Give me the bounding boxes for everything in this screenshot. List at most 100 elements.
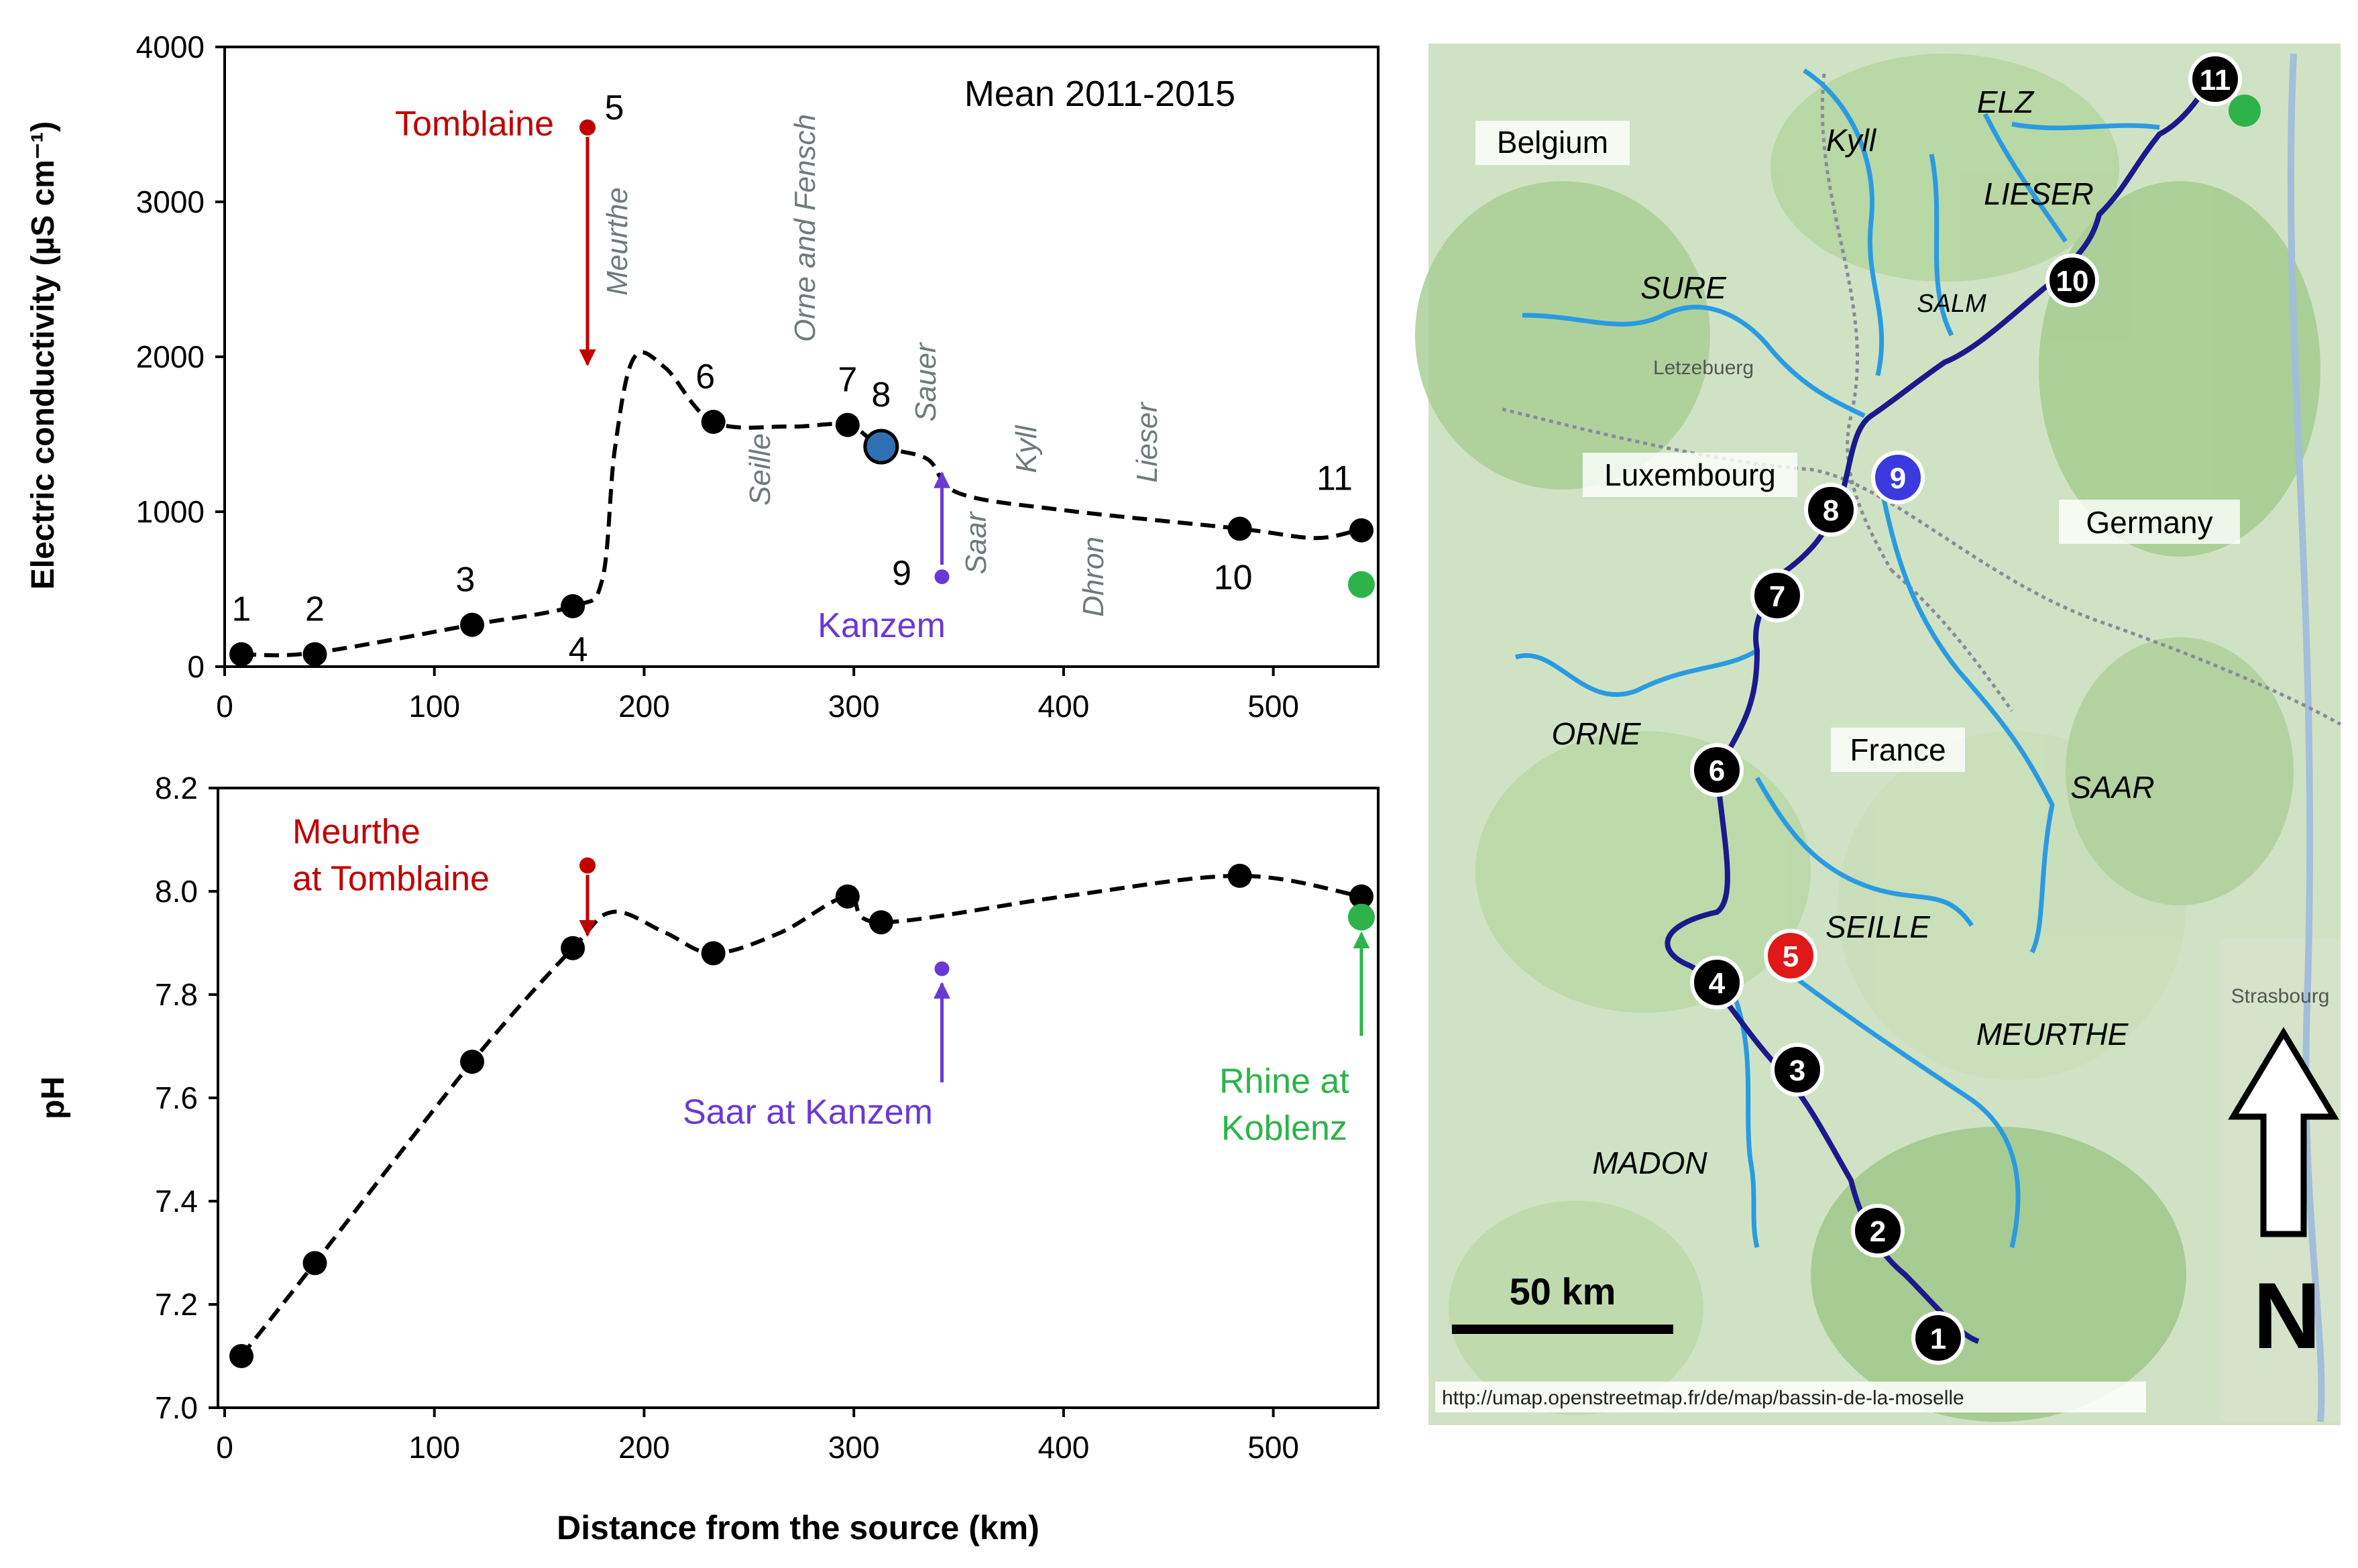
map-scale-label: 50 km	[1510, 1270, 1616, 1312]
map-station-marker	[1871, 451, 1925, 504]
map-station-marker	[1690, 743, 1744, 797]
map-north-label: N	[2253, 1263, 2320, 1368]
conductivity-point	[835, 412, 860, 437]
map-river-seille: SEILLE	[1826, 909, 1931, 944]
ph-point	[1227, 863, 1252, 888]
map-river-saar: SAAR	[2070, 770, 2154, 805]
conductivity-y-tick-label: 4000	[136, 30, 205, 64]
map-station-4: 4	[1690, 956, 1744, 1009]
map-station-label: 2	[1870, 1215, 1886, 1248]
map-river-elz: ELZ	[1977, 85, 2035, 119]
map-station-8: 8	[1804, 483, 1858, 537]
conductivity-y-tick-label: 0	[187, 649, 205, 684]
conductivity-point	[863, 429, 899, 465]
ph-x-tick-label: 500	[1247, 1430, 1299, 1465]
ph-point	[835, 884, 860, 909]
river-saar	[1875, 469, 2055, 954]
map-station-11: 11	[2188, 52, 2242, 106]
conductivity-point	[460, 612, 485, 637]
conductivity-y-axis-label: Electric conductivity (µS cm⁻¹)	[25, 121, 61, 590]
tomblaine-label: Tomblaine	[395, 105, 554, 144]
map-station-3: 3	[1771, 1043, 1824, 1097]
map-station-label: 11	[2200, 64, 2231, 97]
ph-points	[229, 863, 1373, 1368]
annotation-orne-fensch: Orne and Fensch	[789, 114, 822, 342]
ph-x-tick-label: 200	[618, 1430, 670, 1465]
tomblaine-number: 5	[605, 89, 624, 127]
conductivity-chart-title: Mean 2011-2015	[964, 74, 1235, 114]
river-sure	[1522, 304, 1866, 418]
annotation-saar: Saar	[960, 510, 993, 574]
river-lieser	[1982, 113, 2068, 243]
ph-y-tick-label: 8.2	[155, 771, 198, 805]
conductivity-chart: 0 1000 2000 3000 4000 0 100 200 300 400 500 Elect…	[25, 30, 1380, 724]
conductivity-x-tick-label: 500	[1247, 689, 1299, 724]
conductivity-point-label: 8	[871, 376, 891, 414]
river-seille	[1754, 777, 1974, 927]
map-country-germany: Germany	[2086, 505, 2212, 540]
conductivity-point-label: 7	[838, 361, 857, 400]
map-place-letzebuerg: Letzebuerg	[1653, 357, 1754, 379]
map-river-orne: ORNE	[1552, 716, 1642, 751]
conductivity-y-ticks: 0 1000 2000 3000 4000	[136, 30, 225, 684]
conductivity-point-label: 6	[695, 357, 715, 396]
river-elz	[2011, 121, 2160, 131]
map-station-label: 6	[1709, 754, 1725, 787]
map-north-arrow: N	[2228, 1027, 2339, 1368]
conductivity-point-label: 10	[1214, 558, 1253, 597]
conductivity-point	[1227, 516, 1252, 541]
conductivity-points: 1 2 3 4 6 7 8 10 11	[229, 357, 1373, 669]
map-station-marker	[1764, 929, 1817, 983]
map-station-marker	[1750, 569, 1804, 622]
ph-x-tick-label: 400	[1038, 1430, 1090, 1465]
kanzem-point	[934, 569, 950, 585]
ph-plot-frame	[217, 787, 1380, 1409]
map-station-label: 4	[1709, 967, 1726, 1000]
map-stations: 1 2 3 4 5 6 7 8 9 10 11	[1690, 52, 2242, 1365]
conductivity-x-tick-label: 300	[828, 689, 880, 724]
map-station-marker	[1804, 483, 1858, 537]
map-station-label: 5	[1783, 940, 1799, 973]
conductivity-tributaries: Tomblaine 5 Kanzem 9	[395, 89, 1375, 645]
ph-point	[1349, 884, 1373, 909]
annotation-dhron: Dhron	[1077, 537, 1110, 617]
map-tributaries	[1514, 68, 2160, 1248]
saar-kanzem-point	[934, 961, 950, 976]
conductivity-y-tick-label: 3000	[136, 184, 205, 219]
kanzem-number: 9	[892, 554, 911, 593]
kanzem-label: Kanzem	[818, 606, 946, 645]
map-station-marker	[2045, 254, 2099, 307]
ph-x-ticks: 0 100 200 300 400 500	[216, 1408, 1299, 1465]
map-river-sure: SURE	[1640, 270, 1727, 305]
ph-point	[701, 941, 726, 966]
ph-point	[868, 910, 893, 935]
conductivity-point-label: 4	[569, 630, 588, 669]
ph-x-tick-label: 300	[828, 1430, 880, 1465]
map-river-labels: ELZ Kyll LIESER SURE SALM ORNE SAAR SEIL…	[1552, 85, 2155, 1180]
map-station-5: 5	[1764, 929, 1817, 983]
river-meurthe	[1795, 977, 2021, 1248]
tomblaine-point	[579, 119, 596, 136]
map-station-marker	[1911, 1311, 1965, 1365]
conductivity-y-tick-label: 1000	[136, 494, 205, 529]
map-country-luxembourg: Luxembourg	[1604, 457, 1776, 492]
meurthe-tomblaine-label: at Tomblaine	[292, 860, 490, 899]
map-river-meurthe: MEURTHE	[1976, 1017, 2129, 1052]
conductivity-x-tick-label: 100	[408, 689, 460, 724]
map-scale-bar: 50 km	[1452, 1270, 1673, 1334]
ph-point	[302, 1251, 327, 1276]
annotation-kyll: Kyll	[1010, 425, 1043, 473]
map-station-marker	[1771, 1043, 1824, 1097]
rhine-koblenz-point	[1347, 903, 1375, 931]
conductivity-plot-frame	[223, 46, 1380, 668]
map-place-labels: Letzebuerg Strasbourg	[1653, 357, 2329, 1007]
conductivity-x-tick-label: 400	[1038, 689, 1090, 724]
river-orne	[1514, 648, 1758, 697]
meurthe-tomblaine-point	[579, 857, 596, 874]
map-station-10: 10	[2045, 254, 2099, 307]
map-labels: Belgium Luxembourg Germany France	[1475, 121, 2240, 772]
river-madon	[1728, 985, 1760, 1248]
meurthe-tomblaine-label: Meurthe	[292, 813, 420, 852]
map-station-marker	[2188, 52, 2242, 106]
